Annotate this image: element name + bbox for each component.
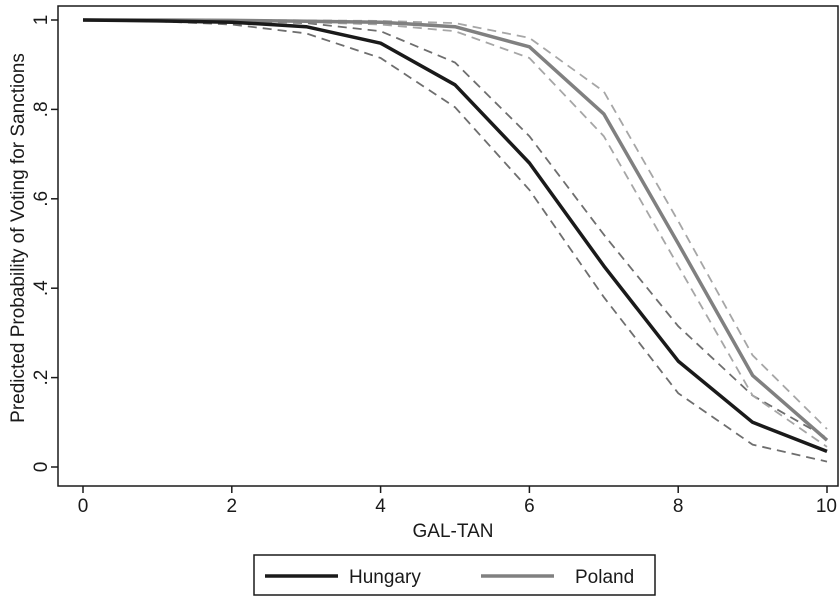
- plot-border: [57, 5, 839, 487]
- legend: Hungary Poland: [253, 554, 656, 596]
- hungary-line: [82, 18, 828, 454]
- y-tick-label: 1: [31, 15, 52, 26]
- y-tick-label: .4: [31, 280, 52, 296]
- series-lines: [82, 18, 829, 454]
- x-axis: 0 2 4 6 8 10: [78, 486, 837, 517]
- y-tick-label: .8: [31, 101, 52, 117]
- x-tick-label: 0: [78, 496, 89, 517]
- y-axis: 0 .2 .4 .6 .8 1: [31, 15, 58, 473]
- y-tick-label: .6: [31, 191, 52, 207]
- y-axis-title: Predicted Probability of Voting for Sanc…: [8, 53, 29, 423]
- x-tick-label: 10: [816, 496, 837, 517]
- legend-label-hungary: Hungary: [349, 567, 421, 588]
- x-tick-label: 8: [673, 496, 684, 517]
- y-tick-label: 0: [31, 462, 52, 473]
- x-tick-label: 2: [227, 496, 238, 517]
- x-axis-title: GAL-TAN: [413, 521, 494, 542]
- y-tick-label: .2: [31, 370, 52, 386]
- x-tick-label: 6: [524, 496, 535, 517]
- legend-label-poland: Poland: [575, 567, 634, 588]
- x-tick-label: 4: [375, 496, 386, 517]
- plot-frame: [57, 5, 839, 487]
